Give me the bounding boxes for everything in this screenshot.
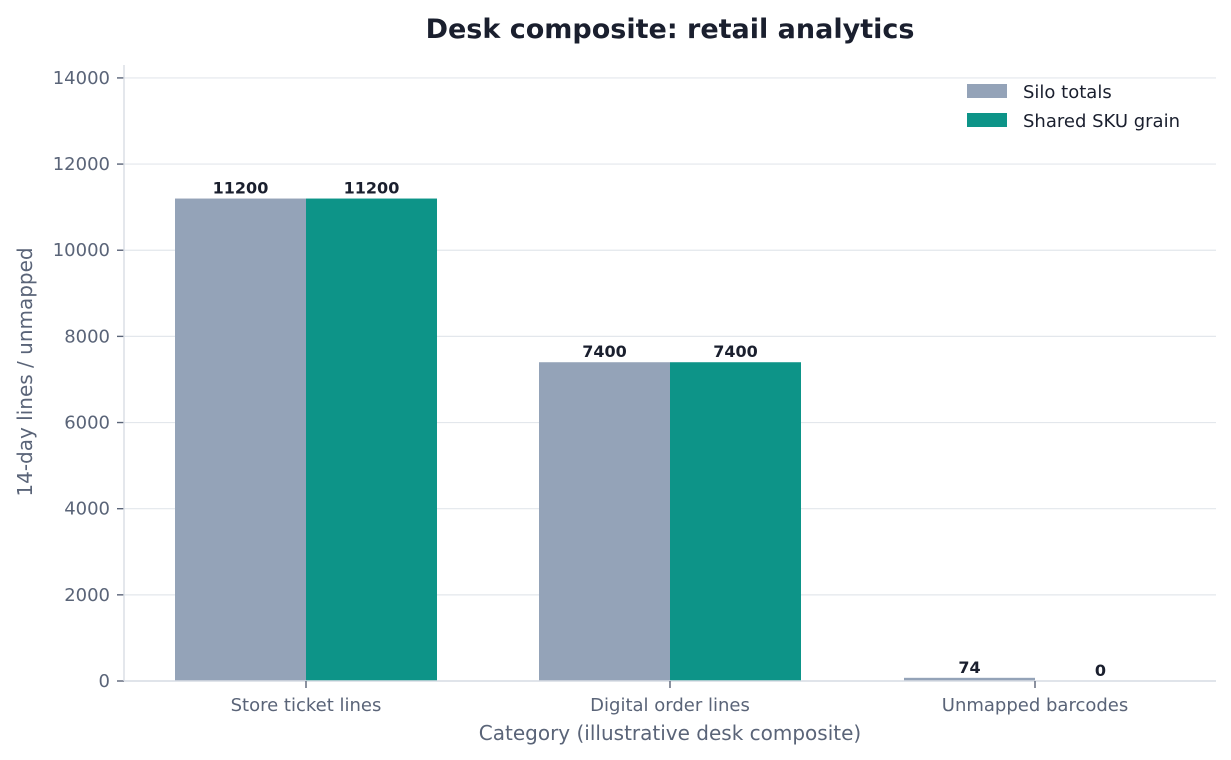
legend-label: Shared SKU grain <box>1023 111 1180 132</box>
y-tick-label: 10000 <box>53 240 110 261</box>
bar-value-label: 0 <box>1095 661 1106 680</box>
y-axis-label: 14-day lines / unmapped <box>13 247 37 496</box>
bars <box>175 198 1035 682</box>
y-tick-label: 8000 <box>64 326 110 347</box>
x-tick-label: Store ticket lines <box>231 695 382 716</box>
legend-swatch <box>967 113 1007 127</box>
bar-value-label: 11200 <box>213 179 269 198</box>
y-tick-label: 14000 <box>53 68 110 89</box>
bar <box>306 198 437 682</box>
y-tick-label: 4000 <box>64 499 110 520</box>
axes: 0 2000 4000 6000 8000 10000 12000 14000 Store ti… <box>53 65 1216 716</box>
legend-swatch <box>967 84 1007 98</box>
bar <box>175 198 306 682</box>
y-tick-label: 0 <box>99 671 110 692</box>
y-tick-label: 6000 <box>64 413 110 434</box>
x-tick-label: Unmapped barcodes <box>942 695 1128 716</box>
bar-value-label: 7400 <box>713 342 758 361</box>
x-tick-label: Digital order lines <box>590 695 750 716</box>
data-labels: 11200 11200 7400 7400 74 0 <box>213 179 1106 680</box>
x-axis-label: Category (illustrative desk composite) <box>479 721 861 745</box>
bar-value-label: 11200 <box>344 179 400 198</box>
bar <box>670 362 801 681</box>
y-tick-label: 12000 <box>53 154 110 175</box>
bar <box>904 677 1035 681</box>
legend-label: Silo totals <box>1023 82 1112 103</box>
bar-value-label: 74 <box>958 658 980 677</box>
y-tick-label: 2000 <box>64 585 110 606</box>
bar-value-label: 7400 <box>582 342 627 361</box>
bar <box>539 362 670 681</box>
chart-title: Desk composite: retail analytics <box>426 14 915 45</box>
legend: Silo totals Shared SKU grain <box>967 82 1180 132</box>
